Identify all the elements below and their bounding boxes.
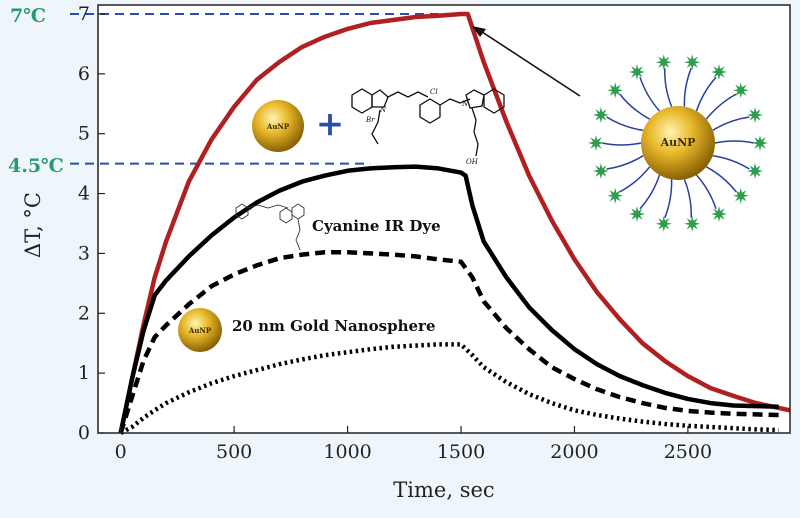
y-tick-label: 6 [78, 63, 90, 85]
y-axis-title: ΔT, °C [21, 192, 45, 258]
level-mid-label: 4.5℃ [8, 155, 64, 177]
ligand-chain [606, 116, 644, 132]
ligand-chain [619, 93, 651, 120]
ligand-star [607, 187, 624, 204]
x-tick-label: 0 [115, 441, 127, 463]
functionalized-np-core [641, 106, 715, 180]
x-tick-label: 500 [216, 441, 252, 463]
ligand-chain [712, 154, 750, 170]
x-tick-label: 2000 [550, 441, 598, 463]
dye-chloro-label: Cl [430, 88, 438, 96]
cyanine-dye-small-icon [235, 203, 305, 251]
ligand-star [629, 206, 645, 222]
ligand-chain [606, 155, 644, 170]
ligand-chain [705, 166, 737, 193]
ligand-star [747, 163, 764, 179]
nanosphere-series-label: 20 nm Gold Nanosphere [232, 317, 436, 335]
plot-area [98, 5, 790, 433]
y-tick-label: 2 [78, 302, 90, 324]
series-line-1 [118, 11, 791, 434]
x-tick-label: 1000 [323, 441, 371, 463]
ligand-star [655, 54, 672, 71]
ligand-star [732, 82, 749, 99]
ligand-star [629, 64, 645, 80]
plot-frame [97, 4, 791, 434]
gold-nanosphere-icon: AuNP [178, 308, 222, 352]
cyanine-dye-structure-icon [351, 88, 505, 157]
nanosphere-core-label: AuNP [188, 326, 212, 335]
y-tick-label: 4 [78, 183, 90, 205]
y-tick-label: 7 [78, 3, 90, 25]
np-core-label: AuNP [266, 122, 290, 131]
y-tick-label: 3 [78, 242, 90, 264]
ligand-star [592, 107, 609, 123]
ligand-chain [664, 179, 673, 219]
ligand-star [747, 107, 764, 123]
dye-acid-label: OH [466, 158, 479, 166]
ligand-star [592, 163, 609, 179]
ligand-chain [683, 179, 692, 218]
x-tick-label: 1500 [437, 441, 485, 463]
ligand-star [752, 135, 768, 151]
ligand-star [588, 135, 604, 151]
functionalized-np-core-label: AuNP [660, 136, 696, 149]
ligand-chain [639, 76, 661, 112]
ligand-chain [695, 76, 717, 112]
ligand-star [684, 215, 701, 232]
dye-bromide-label: Br [365, 116, 375, 124]
ligand-chain [619, 166, 651, 193]
ligand-chain [712, 116, 750, 131]
gold-nanoparticle-icon: AuNP [252, 100, 304, 152]
y-tick-label: 5 [78, 123, 90, 145]
ligand-chain [705, 93, 737, 120]
x-tick-label: 2500 [664, 441, 712, 463]
dye-series-label: Cyanine IR Dye [312, 217, 441, 235]
ligand-chain [639, 174, 661, 210]
functionalized-nanoparticle-icon [588, 54, 768, 232]
ligand-chain [601, 142, 642, 146]
pointer-arrow-head [472, 26, 486, 37]
axis-ticks: 0 500 1000 1500 2000 2500 0 1 2 3 4 5 6 7 [78, 3, 712, 463]
dye-nitrogen-label-right: N [461, 100, 469, 108]
ligand-chain [714, 140, 755, 144]
ligand-chain [664, 68, 673, 107]
ligand-star [711, 64, 727, 80]
ligand-star [732, 187, 749, 204]
ligand-chain [683, 67, 692, 107]
inset-conjugate: AuNP + Br Cl N N OH [252, 88, 505, 166]
series-line-2 [118, 164, 779, 434]
series-layer [118, 11, 791, 435]
ligand-star [655, 215, 672, 232]
plus-sign: + [316, 104, 345, 144]
series-line-3 [118, 249, 779, 434]
level-high-label: 7℃ [10, 5, 46, 27]
y-tick-label: 1 [78, 362, 90, 384]
ligand-chain [695, 174, 717, 210]
guide-lines [70, 12, 468, 165]
dye-nitrogen-label-left: N [379, 106, 387, 114]
ligand-star [711, 206, 727, 222]
ligand-star [607, 82, 624, 99]
x-axis-title: Time, sec [393, 478, 494, 502]
ligand-star [684, 54, 701, 71]
pointer-arrow-shaft [475, 27, 581, 97]
y-tick-label: 0 [78, 422, 90, 444]
